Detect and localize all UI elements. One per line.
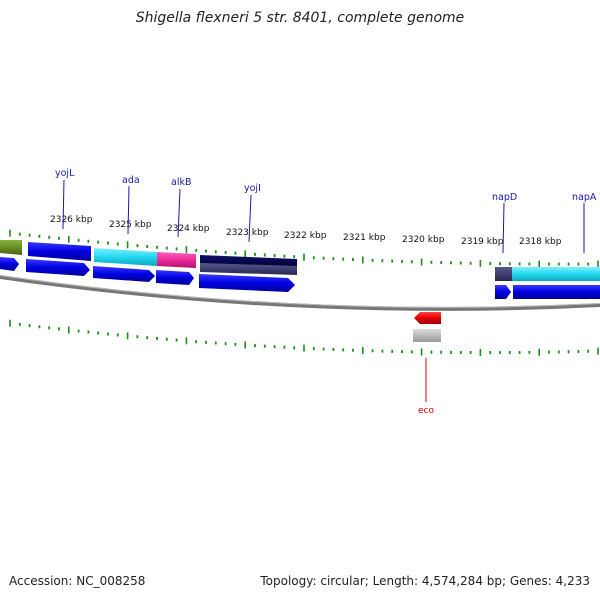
gene-arrow[interactable] — [199, 274, 295, 292]
feature-block[interactable] — [157, 252, 196, 268]
scale-label: 2318 kbp — [519, 237, 562, 247]
gene-label-napa[interactable]: napA — [572, 192, 597, 203]
feature-block[interactable] — [200, 263, 297, 275]
scale-ticks-top — [9, 229, 599, 268]
scale-label: 2320 kbp — [402, 235, 445, 245]
gene-arrow[interactable] — [26, 259, 90, 276]
gene-label-yoji[interactable]: yojI — [244, 183, 261, 194]
feature-row-upper — [0, 240, 600, 281]
gene-arrow[interactable] — [93, 266, 155, 282]
scale-label: 2324 kbp — [167, 224, 210, 234]
feature-block[interactable] — [0, 240, 22, 255]
genome-backbone — [0, 275, 600, 311]
gene-pointer-line — [248, 194, 252, 243]
feature-block[interactable] — [512, 267, 600, 281]
feature-block[interactable] — [28, 242, 91, 261]
scale-label: 2319 kbp — [461, 237, 504, 247]
gene-pointer-line — [62, 179, 65, 230]
gene-label-ada[interactable]: ada — [122, 175, 140, 186]
scale-label: 2326 kbp — [50, 215, 93, 225]
scale-label: 2325 kbp — [109, 220, 152, 230]
genome-title: Shigella flexneri 5 str. 8401, complete … — [135, 10, 465, 26]
feature-row-lower — [0, 257, 600, 299]
gene-label-alkb[interactable]: alkB — [171, 177, 191, 188]
gene-arrow[interactable] — [156, 270, 194, 285]
eco-label[interactable]: eco — [418, 406, 434, 416]
scale-label: 2321 kbp — [343, 233, 386, 243]
gene-pointer-line — [502, 202, 505, 254]
gene-pointer-line — [177, 188, 181, 238]
feature-block[interactable] — [94, 248, 157, 266]
gene-arrow[interactable] — [495, 285, 511, 299]
genome-summary: Topology: circular; Length: 4,574,284 bp… — [260, 574, 590, 588]
gene-label-napd[interactable]: napD — [492, 192, 517, 203]
gene-arrow[interactable] — [513, 285, 600, 299]
gene-arrow[interactable] — [0, 257, 19, 271]
gene-label-yojl[interactable]: yojL — [55, 168, 75, 179]
scale-ticks-bottom — [9, 319, 599, 357]
eco-block[interactable] — [413, 329, 441, 342]
gene-pointer-line — [127, 185, 130, 235]
accession-text: Accession: NC_008258 — [9, 574, 146, 588]
scale-label: 2322 kbp — [284, 231, 327, 241]
eco-arrow[interactable] — [414, 312, 441, 324]
scale-label: 2323 kbp — [226, 228, 269, 238]
feature-block[interactable] — [495, 267, 512, 281]
